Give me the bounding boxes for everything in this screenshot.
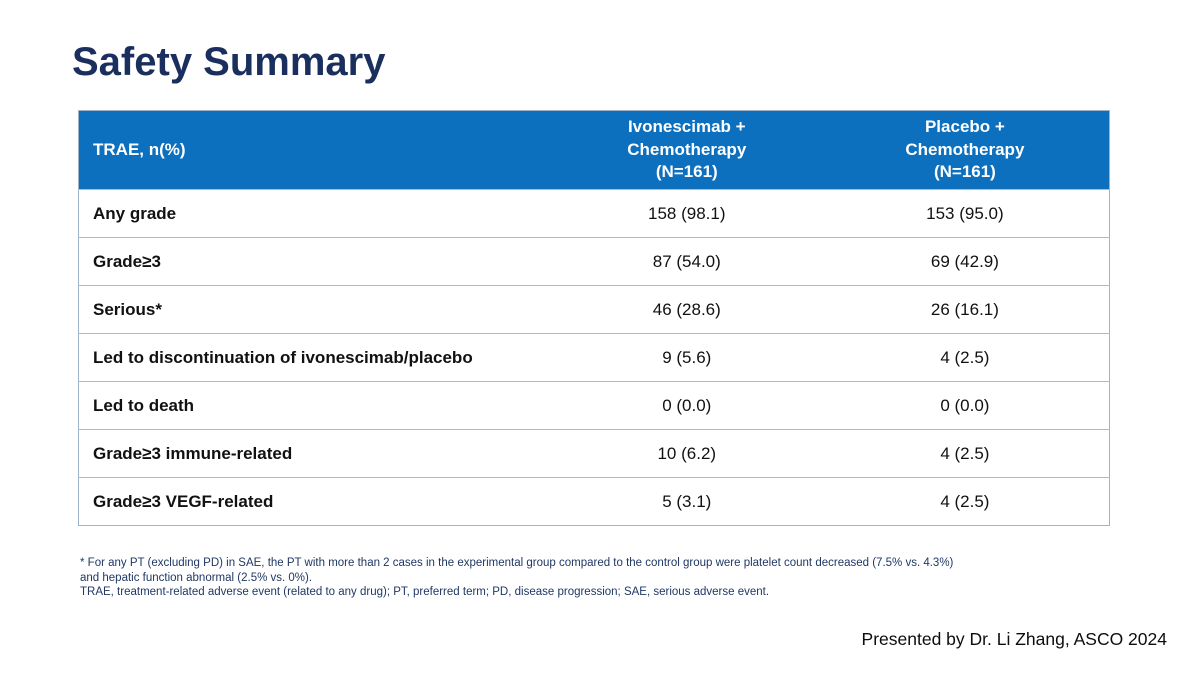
table-row: Grade≥3 87 (54.0) 69 (42.9) (78, 237, 1110, 286)
cell-placebo: 4 (2.5) (820, 333, 1110, 382)
cell-ivonescimab: 9 (5.6) (552, 333, 821, 382)
footnote-abbreviations: TRAE, treatment-related adverse event (r… (80, 586, 770, 599)
cell-ivonescimab: 0 (0.0) (552, 381, 821, 430)
cell-placebo: 26 (16.1) (820, 285, 1110, 334)
row-label: Led to discontinuation of ivonescimab/pl… (78, 333, 553, 382)
row-label: Led to death (78, 381, 553, 430)
table-row: Serious* 46 (28.6) 26 (16.1) (78, 285, 1110, 334)
row-label: Serious* (78, 285, 553, 334)
row-label: Any grade (78, 189, 553, 238)
footnote-sae-detail: * For any PT (excluding PD) in SAE, the … (80, 557, 954, 584)
presenter-credit: Presented by Dr. Li Zhang, ASCO 2024 (861, 629, 1167, 649)
cell-ivonescimab: 5 (3.1) (552, 477, 821, 526)
cell-ivonescimab: 46 (28.6) (552, 285, 821, 334)
cell-placebo: 4 (2.5) (820, 429, 1110, 478)
table-row: Led to death 0 (0.0) 0 (0.0) (78, 381, 1110, 430)
footnotes: * For any PT (excluding PD) in SAE, the … (80, 556, 975, 600)
table-row: Any grade 158 (98.1) 153 (95.0) (78, 189, 1110, 238)
cell-ivonescimab: 158 (98.1) (552, 189, 821, 238)
page-title: Safety Summary (72, 40, 386, 84)
cell-placebo: 69 (42.9) (820, 237, 1110, 286)
table-row: Led to discontinuation of ivonescimab/pl… (78, 333, 1110, 382)
column-header-placebo-chemo: Placebo + Chemotherapy (N=161) (820, 110, 1110, 190)
table-header: TRAE, n(%) Ivonescimab + Chemotherapy (N… (78, 110, 1110, 190)
row-label: Grade≥3 immune-related (78, 429, 553, 478)
cell-placebo: 0 (0.0) (820, 381, 1110, 430)
row-label: Grade≥3 VEGF-related (78, 477, 553, 526)
safety-summary-table: TRAE, n(%) Ivonescimab + Chemotherapy (N… (78, 110, 1110, 526)
column-header-ivonescimab-chemo: Ivonescimab + Chemotherapy (N=161) (552, 110, 821, 190)
cell-placebo: 153 (95.0) (820, 189, 1110, 238)
table-row: Grade≥3 VEGF-related 5 (3.1) 4 (2.5) (78, 477, 1110, 526)
cell-ivonescimab: 10 (6.2) (552, 429, 821, 478)
cell-ivonescimab: 87 (54.0) (552, 237, 821, 286)
column-header-trae: TRAE, n(%) (78, 110, 553, 190)
table-row: Grade≥3 immune-related 10 (6.2) 4 (2.5) (78, 429, 1110, 478)
row-label: Grade≥3 (78, 237, 553, 286)
table-header-row: TRAE, n(%) Ivonescimab + Chemotherapy (N… (78, 110, 1110, 190)
cell-placebo: 4 (2.5) (820, 477, 1110, 526)
